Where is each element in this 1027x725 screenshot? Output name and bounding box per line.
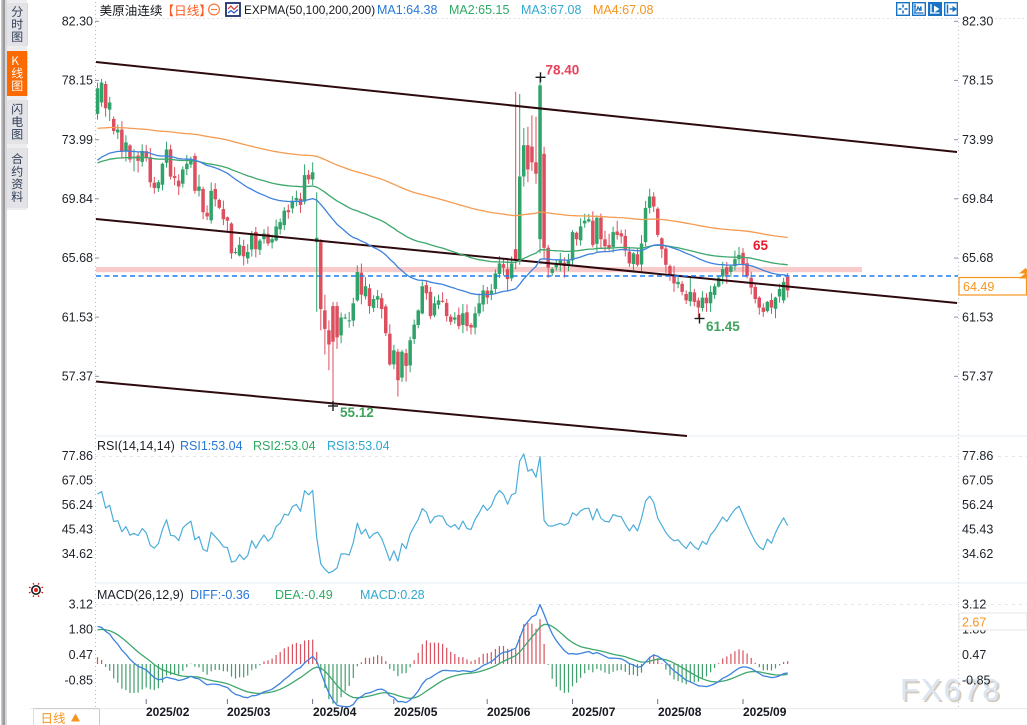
svg-text:2025/06: 2025/06 [487, 705, 531, 719]
svg-text:3.12: 3.12 [962, 597, 986, 611]
svg-text:67.05: 67.05 [62, 474, 93, 488]
svg-text:FX678: FX678 [902, 674, 1003, 709]
svg-text:2025/05: 2025/05 [394, 705, 438, 719]
svg-text:MACD(26,12,9): MACD(26,12,9) [97, 588, 184, 602]
svg-text:77.86: 77.86 [62, 449, 93, 463]
svg-text:1.80: 1.80 [69, 623, 93, 637]
svg-text:DIFF:-0.36: DIFF:-0.36 [190, 588, 250, 602]
svg-text:RSI3:53.04: RSI3:53.04 [327, 439, 390, 453]
svg-text:78.15: 78.15 [62, 74, 93, 88]
svg-text:73.99: 73.99 [962, 133, 993, 147]
svg-text:2025/09: 2025/09 [743, 705, 787, 719]
svg-text:78.40: 78.40 [546, 63, 580, 78]
svg-text:57.37: 57.37 [62, 370, 93, 384]
svg-text:2025/03: 2025/03 [227, 705, 271, 719]
svg-text:2025/07: 2025/07 [572, 705, 616, 719]
svg-text:69.84: 69.84 [62, 192, 93, 206]
svg-text:61.53: 61.53 [962, 310, 993, 324]
svg-text:MA1:64.38: MA1:64.38 [377, 3, 438, 17]
svg-text:RSI1:53.04: RSI1:53.04 [180, 439, 243, 453]
svg-text:2.67: 2.67 [962, 616, 986, 630]
svg-text:56.24: 56.24 [962, 498, 993, 512]
svg-text:MA2:65.15: MA2:65.15 [449, 3, 510, 17]
svg-text:3.12: 3.12 [69, 597, 93, 611]
svg-text:RSI(14,14,14): RSI(14,14,14) [97, 439, 175, 453]
svg-text:34.62: 34.62 [62, 547, 93, 561]
svg-text:0.47: 0.47 [962, 648, 986, 662]
svg-text:MACD:0.28: MACD:0.28 [360, 588, 425, 602]
svg-text:55.12: 55.12 [340, 405, 374, 420]
svg-text:2025/08: 2025/08 [658, 705, 702, 719]
svg-text:EXPMA(50,100,200,200): EXPMA(50,100,200,200) [244, 3, 375, 17]
svg-text:65.68: 65.68 [962, 251, 993, 265]
svg-text:2025/04: 2025/04 [313, 705, 357, 719]
svg-text:57.37: 57.37 [962, 370, 993, 384]
svg-text:67.05: 67.05 [962, 474, 993, 488]
svg-text:-0.85: -0.85 [65, 674, 94, 688]
svg-text:61.45: 61.45 [706, 319, 740, 334]
svg-text:82.30: 82.30 [62, 15, 93, 29]
svg-text:RSI2:53.04: RSI2:53.04 [253, 439, 316, 453]
svg-text:78.15: 78.15 [962, 74, 993, 88]
svg-text:DEA:-0.49: DEA:-0.49 [275, 588, 333, 602]
svg-text:FX678: FX678 [900, 672, 1001, 707]
svg-text:MA4:67.08: MA4:67.08 [593, 3, 654, 17]
svg-text:82.30: 82.30 [962, 15, 993, 29]
svg-text:65.68: 65.68 [62, 251, 93, 265]
svg-text:77.86: 77.86 [962, 449, 993, 463]
svg-text:56.24: 56.24 [62, 498, 93, 512]
svg-text:0.47: 0.47 [69, 648, 93, 662]
svg-text:65: 65 [753, 238, 769, 253]
svg-text:MA3:67.08: MA3:67.08 [521, 3, 582, 17]
svg-text:73.99: 73.99 [62, 133, 93, 147]
svg-text:34.62: 34.62 [962, 547, 993, 561]
svg-text:45.43: 45.43 [962, 523, 993, 537]
svg-text:61.53: 61.53 [62, 310, 93, 324]
svg-text:69.84: 69.84 [962, 192, 993, 206]
svg-text:-0.85: -0.85 [962, 674, 991, 688]
svg-text:45.43: 45.43 [62, 523, 93, 537]
svg-text:64.49: 64.49 [963, 280, 994, 294]
svg-text:2025/02: 2025/02 [146, 705, 190, 719]
